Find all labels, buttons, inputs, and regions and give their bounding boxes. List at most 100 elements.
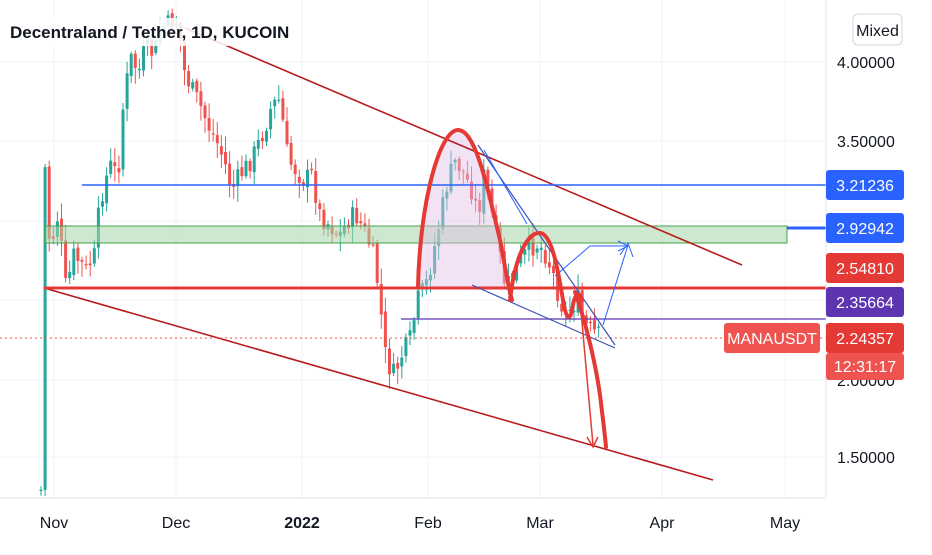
candle-body <box>404 336 408 357</box>
chart-title: Decentraland / Tether, 1D, KUCOIN <box>10 23 289 42</box>
candle-body <box>392 363 396 374</box>
candle-body <box>76 247 80 261</box>
candle-body <box>355 207 359 224</box>
candle-body <box>293 164 297 175</box>
candle-body <box>224 151 227 165</box>
candle-body <box>64 240 68 278</box>
price-tag-label: 2.92942 <box>836 221 894 238</box>
head-pattern-curve[interactable] <box>416 127 514 302</box>
candle-body <box>416 290 420 318</box>
candle-body <box>523 249 527 255</box>
candle-body <box>486 169 490 192</box>
countdown-label: 12:31:17 <box>834 359 896 376</box>
candle-body <box>474 198 478 201</box>
candle-body <box>101 201 104 207</box>
candle-body <box>396 362 400 369</box>
x-tick-label: 2022 <box>284 515 320 532</box>
candle-body <box>150 38 154 56</box>
candle-body <box>543 250 547 264</box>
price-tag-label: 2.35664 <box>836 295 894 312</box>
price-tag <box>826 287 904 317</box>
candle-body <box>424 279 428 286</box>
candle-body <box>445 191 449 199</box>
title-backdrop <box>6 18 278 46</box>
y-tick-label: 4.00000 <box>837 55 895 72</box>
price-tag <box>826 170 904 200</box>
channel-upper-line[interactable] <box>184 27 743 266</box>
breakdown-arrow-head <box>586 436 599 449</box>
candle-body <box>453 159 457 163</box>
candle-body <box>371 244 375 246</box>
price-tag <box>826 323 904 353</box>
candle-body <box>568 309 572 312</box>
candle-body <box>547 262 551 268</box>
candle-body <box>560 303 564 312</box>
candle-body <box>400 357 404 367</box>
symbol-label: MANAUSDT <box>727 331 817 348</box>
breakdown-curve[interactable] <box>573 290 608 449</box>
price-tag <box>826 253 904 283</box>
candle-body <box>482 169 486 214</box>
candle-body <box>125 73 129 109</box>
symbol-tag <box>724 323 820 353</box>
price-tag-label: 2.24357 <box>836 331 894 348</box>
x-tick-label: Feb <box>414 515 442 532</box>
candle-body <box>137 68 141 71</box>
candle-body <box>265 130 268 142</box>
candle-body <box>531 237 535 256</box>
candle-body <box>535 248 539 253</box>
countdown-tag <box>826 353 904 380</box>
candle-body <box>68 272 72 279</box>
candle-body <box>207 118 211 131</box>
candle-body <box>470 181 473 200</box>
candle-body <box>215 135 219 144</box>
candle-body <box>43 167 47 490</box>
candle-body <box>519 254 523 264</box>
candle-body <box>92 248 96 264</box>
candle-body <box>39 489 43 491</box>
candle-body <box>219 146 223 155</box>
candle-body <box>539 247 543 251</box>
candle-body <box>318 203 322 210</box>
scale-mode-button[interactable]: Mixed <box>852 13 903 46</box>
candle-body <box>183 40 186 71</box>
candle-body <box>240 167 244 177</box>
candle-body <box>133 53 137 68</box>
candle-body <box>593 320 596 330</box>
candle-body <box>121 109 125 170</box>
y-tick-label: 3.50000 <box>837 134 895 151</box>
projection-path <box>483 149 528 225</box>
wedge-lower-line[interactable] <box>471 284 616 349</box>
candle-body <box>375 243 379 283</box>
candle-body <box>84 264 88 266</box>
candle-body <box>191 82 195 89</box>
support-zone[interactable] <box>44 225 788 244</box>
x-tick-label: Apr <box>650 515 676 532</box>
candle-body <box>314 171 318 203</box>
candle-body <box>285 121 289 145</box>
arrow-up-head <box>619 241 634 258</box>
scale-mode-label: Mixed <box>856 23 899 40</box>
candle-body <box>478 200 482 212</box>
candle-body <box>359 221 363 224</box>
shoulder-pattern-curve[interactable] <box>508 231 584 319</box>
candle-body <box>289 142 293 165</box>
candle-body <box>228 163 232 185</box>
time-axis[interactable]: Nov Dec 2022 Feb Mar Apr May <box>40 515 800 532</box>
y-tick-label: 1.50000 <box>837 450 895 467</box>
candle-body <box>187 71 191 87</box>
candle-body <box>199 91 203 106</box>
pattern-shading <box>418 130 510 290</box>
x-tick-label: May <box>770 515 800 532</box>
candle-body <box>297 176 301 183</box>
candle-body <box>597 326 601 328</box>
candle-body <box>449 163 453 192</box>
candle-body <box>588 321 592 324</box>
candle-body <box>461 171 465 173</box>
projection-path-2 <box>554 245 625 277</box>
candle-body <box>408 330 412 336</box>
candle-body <box>113 162 117 166</box>
candle-body <box>154 40 158 53</box>
channel-lower-line[interactable] <box>43 287 714 481</box>
candle-body <box>465 173 469 180</box>
